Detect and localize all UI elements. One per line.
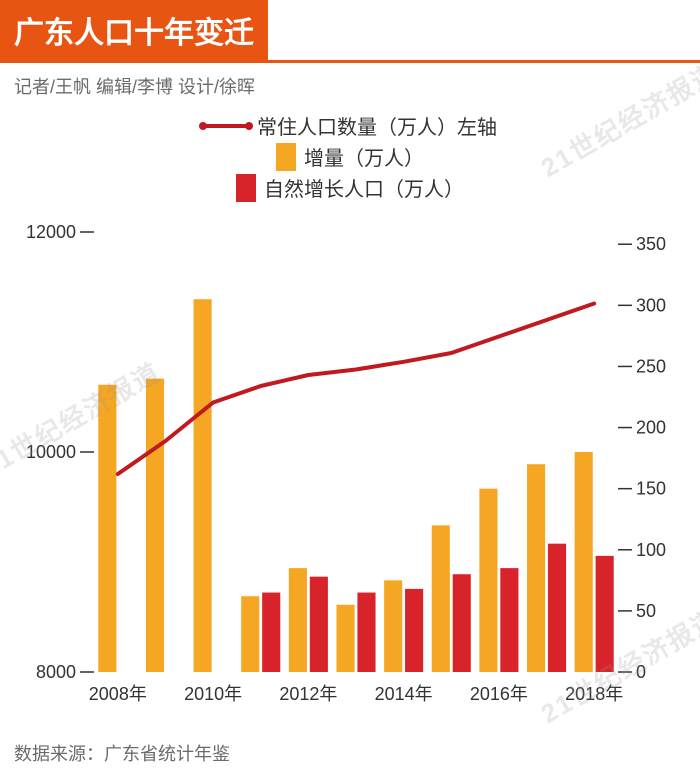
bar-increase — [336, 605, 354, 672]
bar-increase — [479, 489, 497, 672]
bar-natural — [405, 589, 423, 672]
y-right-label: 350 — [636, 234, 666, 254]
title-text: 广东人口十年变迁 — [14, 17, 254, 50]
line-population — [118, 304, 594, 475]
x-tick-label: 2012年 — [279, 684, 337, 704]
legend-item-line: 常住人口数量（万人）左轴 — [0, 111, 700, 140]
y-right-label: 200 — [636, 418, 666, 438]
data-source: 数据来源：广东省统计年鉴 — [0, 722, 700, 766]
bar-increase — [194, 299, 212, 672]
bar-natural — [357, 593, 375, 672]
legend-line-label: 常住人口数量（万人）左轴 — [257, 111, 497, 140]
bar-increase — [432, 525, 450, 672]
y-right-label: 0 — [636, 662, 646, 682]
y-right-label: 50 — [636, 601, 656, 621]
legend-item-bar2: 自然增长人口（万人） — [0, 173, 700, 202]
legend-item-bar1: 增量（万人） — [0, 142, 700, 171]
x-tick-label: 2008年 — [89, 684, 147, 704]
chart-svg: 8000 10000 12000 0 50 100 150 200 250 300 350 2008年… — [20, 212, 680, 722]
bar-increase — [146, 379, 164, 672]
x-tick-label: 2010年 — [184, 684, 242, 704]
bar-increase — [527, 464, 545, 672]
y-left-label: 12000 — [26, 222, 76, 242]
y-right-label: 100 — [636, 540, 666, 560]
y-right-label: 300 — [636, 295, 666, 315]
y-left-label: 10000 — [26, 442, 76, 462]
bar-increase — [241, 596, 259, 672]
bar-increase — [289, 568, 307, 672]
infographic-container: { "header": { "title": "广东人口十年变迁", "byli… — [0, 0, 700, 773]
bar-increase — [384, 580, 402, 672]
population-chart: 8000 10000 12000 0 50 100 150 200 250 300 350 2008年… — [20, 212, 680, 722]
bar-natural — [500, 568, 518, 672]
bar-natural — [596, 556, 614, 672]
x-tick-label: 2016年 — [470, 684, 528, 704]
legend-bar2-label: 自然增长人口（万人） — [264, 173, 464, 202]
bar-natural — [310, 577, 328, 672]
legend-bar1-label: 增量（万人） — [304, 142, 424, 171]
bar-natural — [453, 574, 471, 672]
x-tick-label: 2014年 — [375, 684, 433, 704]
y-right-label: 150 — [636, 479, 666, 499]
bar-natural — [548, 544, 566, 672]
bar-increase — [575, 452, 593, 672]
bar-natural — [262, 593, 280, 672]
legend-bar1-swatch — [276, 143, 296, 171]
bar-increase — [98, 385, 116, 672]
legend: 常住人口数量（万人）左轴 增量（万人） 自然增长人口（万人） — [0, 105, 700, 212]
y-left-label: 8000 — [36, 662, 76, 682]
x-tick-label: 2018年 — [565, 684, 623, 704]
legend-bar2-swatch — [236, 174, 256, 202]
title-bar: 广东人口十年变迁 — [0, 0, 268, 60]
byline: 记者/王帆 编辑/李博 设计/徐晖 — [0, 63, 700, 105]
y-right-label: 250 — [636, 356, 666, 376]
legend-line-swatch — [203, 124, 249, 128]
